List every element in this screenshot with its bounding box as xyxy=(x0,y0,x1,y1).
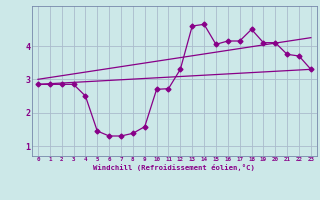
X-axis label: Windchill (Refroidissement éolien,°C): Windchill (Refroidissement éolien,°C) xyxy=(93,164,255,171)
